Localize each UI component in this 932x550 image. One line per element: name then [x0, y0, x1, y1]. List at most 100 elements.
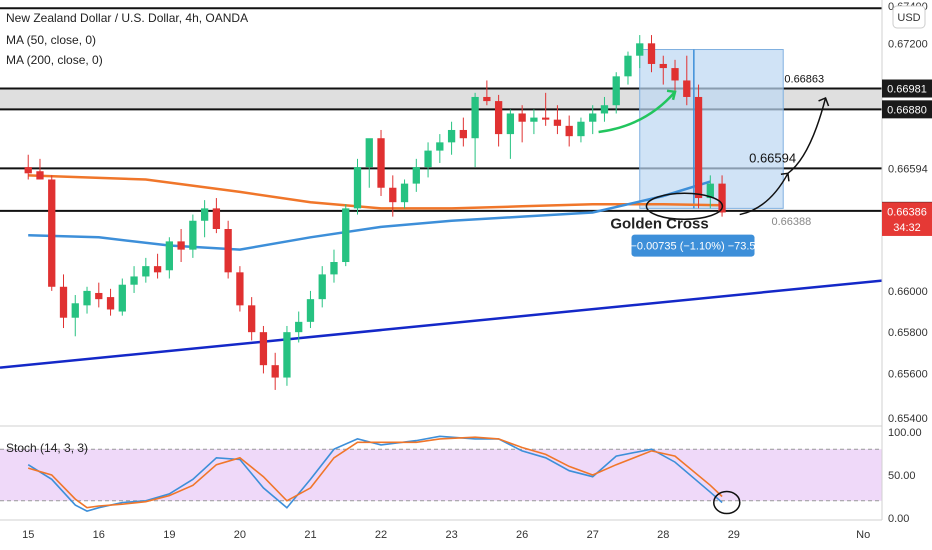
candle-32 [400, 179, 409, 209]
ma200-legend: MA (200, close, 0) [6, 53, 103, 67]
candle-27 [342, 204, 350, 267]
price-badge-label-0: 0.66981 [887, 84, 927, 96]
currency-button[interactable]: USD [892, 5, 926, 29]
candle-34 [424, 142, 432, 178]
candle-body [142, 266, 150, 277]
stoch-tick-2: 0.00 [888, 513, 909, 525]
candle-body [600, 105, 609, 114]
projection-arrow-1 [739, 172, 789, 216]
stoch-tick-0: 100.00 [888, 427, 922, 439]
time-axis: 15 16 19 20 21 22 23 26 27 28 29 No [0, 519, 882, 541]
price-tick-3: 0.66594 [888, 163, 928, 175]
candle-24 [306, 290, 315, 329]
candle-31 [389, 175, 397, 217]
price-tick-6: 0.65800 [888, 327, 928, 339]
candle-54 [659, 55, 667, 85]
candle-body [248, 305, 256, 333]
candle-body [36, 171, 44, 180]
candle-body [412, 167, 420, 184]
candle-9 [130, 266, 138, 293]
candle-body [306, 299, 315, 322]
candle-body [612, 76, 620, 106]
chart-title: New Zealand Dollar / U.S. Dollar, 4h, OA… [6, 11, 248, 25]
stoch-title: Stoch (14, 3, 3) [6, 441, 88, 455]
candle-28 [353, 158, 362, 215]
price-badge-label-1: 0.66880 [887, 104, 927, 116]
price-tick-0: 0.67200 [888, 38, 928, 50]
annotation-layer: Golden Cross 0.66863 0.66594 0.66388 −0.0073… [598, 74, 830, 257]
time-tick-2: 19 [163, 529, 175, 541]
candle-body [718, 183, 726, 213]
green-arrow [598, 90, 676, 134]
stoch-pane [0, 435, 882, 515]
time-tick-8: 27 [587, 529, 599, 541]
price-badge-4 [882, 217, 932, 236]
candle-body [130, 276, 138, 285]
candle-body [647, 43, 656, 64]
candle-body [706, 183, 714, 199]
candle-body [483, 96, 491, 102]
candle-body [577, 121, 585, 137]
candle-53 [647, 35, 656, 73]
candle-body [165, 241, 173, 271]
golden-cross-label: Golden Cross [610, 216, 708, 233]
candle-body [459, 129, 467, 139]
candle-55 [671, 59, 679, 93]
candle-52 [636, 35, 644, 69]
candle-18 [236, 266, 244, 312]
candle-body [118, 284, 126, 312]
time-tick-11: No [856, 529, 870, 541]
price-axis: 0.672000.669800.668630.665940.663880.660… [881, 0, 932, 525]
candle-56 [683, 55, 691, 106]
candle-49 [600, 96, 609, 122]
candle-20 [259, 325, 268, 374]
candle-body [671, 68, 679, 81]
candle-body [59, 286, 68, 318]
measure-label-bg [631, 234, 755, 257]
candle-body [330, 262, 338, 275]
price-badge-label-4: 34:32 [893, 222, 921, 234]
candle-1 [36, 158, 44, 180]
time-tick-10: 29 [728, 529, 740, 541]
candle-23 [295, 311, 303, 343]
price-tick-bottom: 0.65400 [888, 413, 928, 425]
candle-8 [118, 278, 126, 316]
candle-body [400, 183, 409, 203]
candle-body [659, 63, 667, 69]
candle-43 [530, 109, 538, 135]
candle-16 [212, 198, 221, 234]
candle-body [342, 208, 350, 263]
time-tick-5: 22 [375, 529, 387, 541]
candle-2 [48, 175, 56, 291]
candle-body [553, 119, 562, 126]
time-tick-0: 15 [22, 529, 34, 541]
projection-arrowhead-2 [818, 96, 830, 107]
candle-40 [494, 94, 503, 147]
candle-body [212, 208, 221, 230]
candle-body [424, 150, 432, 168]
time-tick-3: 20 [234, 529, 246, 541]
candle-body [224, 229, 232, 273]
candle-6 [95, 282, 103, 308]
candle-33 [412, 158, 420, 192]
candle-body [95, 292, 103, 300]
candle-26 [330, 249, 338, 283]
level-label-66388: 0.66388 [771, 216, 811, 228]
candle-13 [177, 229, 185, 263]
candle-body [200, 208, 209, 221]
candle-12 [165, 237, 173, 279]
candle-15 [200, 200, 209, 238]
candle-21 [271, 352, 279, 390]
candle-25 [318, 266, 326, 308]
candle-22 [283, 325, 291, 386]
time-tick-1: 16 [93, 529, 105, 541]
stoch-tick-1: 50.00 [888, 470, 916, 482]
candle-body [624, 55, 632, 77]
candle-body [683, 80, 691, 97]
candle-body [471, 96, 479, 139]
time-tick-6: 23 [445, 529, 457, 541]
candle-body [48, 179, 56, 287]
candle-body [353, 167, 362, 209]
candle-body [494, 101, 503, 135]
